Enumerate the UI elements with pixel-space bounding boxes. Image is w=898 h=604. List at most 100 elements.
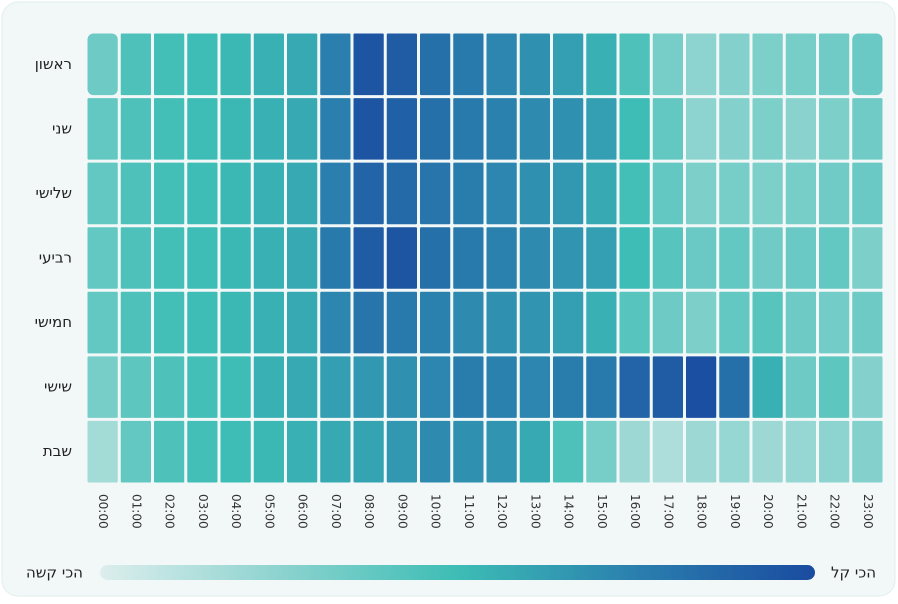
x-tick-label: 23:00	[861, 494, 875, 529]
cell	[719, 33, 750, 96]
cell	[187, 33, 218, 96]
cell	[253, 162, 284, 225]
cell	[785, 356, 816, 418]
cell	[819, 162, 850, 225]
cell	[553, 227, 584, 289]
x-tick-label: 03:00	[196, 494, 210, 529]
cell	[87, 356, 118, 418]
row-label: שני	[52, 119, 72, 137]
cell	[553, 33, 584, 96]
cell	[553, 420, 584, 483]
cell	[154, 227, 185, 289]
cell	[553, 291, 584, 354]
cell	[486, 33, 517, 96]
cell	[486, 356, 517, 418]
cell	[752, 420, 783, 483]
cell	[453, 227, 484, 289]
x-tick-label: 01:00	[129, 494, 143, 529]
cell	[420, 291, 451, 354]
x-tick-label: 22:00	[828, 494, 842, 529]
cell	[154, 420, 185, 483]
cell	[420, 420, 451, 483]
cell	[819, 420, 850, 483]
cell	[586, 227, 617, 289]
cell	[87, 291, 118, 354]
cell	[420, 356, 451, 418]
cell	[154, 98, 185, 160]
cell	[785, 291, 816, 354]
cell	[287, 356, 318, 418]
cell	[785, 420, 816, 483]
cell	[87, 33, 118, 96]
row-label: רביעי	[39, 249, 72, 267]
cell	[453, 98, 484, 160]
cell	[87, 162, 118, 225]
x-tick-label: 10:00	[429, 494, 443, 529]
cell	[353, 420, 384, 483]
cell	[553, 356, 584, 418]
cell	[220, 356, 251, 418]
cell	[586, 420, 617, 483]
cell	[320, 33, 351, 96]
x-tick-label: 15:00	[595, 494, 609, 529]
cell	[686, 291, 717, 354]
cell	[519, 162, 550, 225]
cell	[386, 162, 417, 225]
x-tick-label: 09:00	[395, 494, 409, 529]
cell	[486, 98, 517, 160]
cell	[420, 33, 451, 96]
cell	[220, 291, 251, 354]
cell	[120, 162, 151, 225]
cell	[320, 420, 351, 483]
cell	[287, 33, 318, 96]
cell	[187, 162, 218, 225]
cell	[320, 98, 351, 160]
x-tick-label: 21:00	[794, 494, 808, 529]
x-tick-label: 08:00	[362, 494, 376, 529]
cell	[785, 98, 816, 160]
cell	[253, 33, 284, 96]
cell	[187, 356, 218, 418]
cell	[287, 162, 318, 225]
cell	[652, 33, 683, 96]
cell	[453, 162, 484, 225]
cell	[785, 227, 816, 289]
cell	[386, 227, 417, 289]
x-tick-label: 19:00	[728, 494, 742, 529]
cell	[220, 227, 251, 289]
cell	[819, 33, 850, 96]
cell	[420, 162, 451, 225]
cell	[686, 33, 717, 96]
cell	[154, 33, 185, 96]
cell	[752, 162, 783, 225]
cell	[652, 227, 683, 289]
cell	[187, 227, 218, 289]
cell	[652, 98, 683, 160]
cell	[453, 420, 484, 483]
x-tick-label: 14:00	[562, 494, 576, 529]
cell	[287, 420, 318, 483]
cell	[586, 162, 617, 225]
cell	[719, 356, 750, 418]
cell	[819, 98, 850, 160]
cell	[187, 98, 218, 160]
cell	[220, 420, 251, 483]
cell	[320, 356, 351, 418]
x-tick-label: 13:00	[528, 494, 542, 529]
cell	[652, 356, 683, 418]
cell	[353, 291, 384, 354]
cell	[386, 356, 417, 418]
x-tick-label: 12:00	[495, 494, 509, 529]
cell	[486, 162, 517, 225]
cell	[586, 356, 617, 418]
cell	[852, 356, 883, 418]
cell	[752, 98, 783, 160]
cell	[353, 356, 384, 418]
cell	[852, 162, 883, 225]
cell	[353, 98, 384, 160]
cell	[320, 162, 351, 225]
cell	[453, 356, 484, 418]
cell	[287, 98, 318, 160]
cell	[519, 98, 550, 160]
cell	[686, 162, 717, 225]
